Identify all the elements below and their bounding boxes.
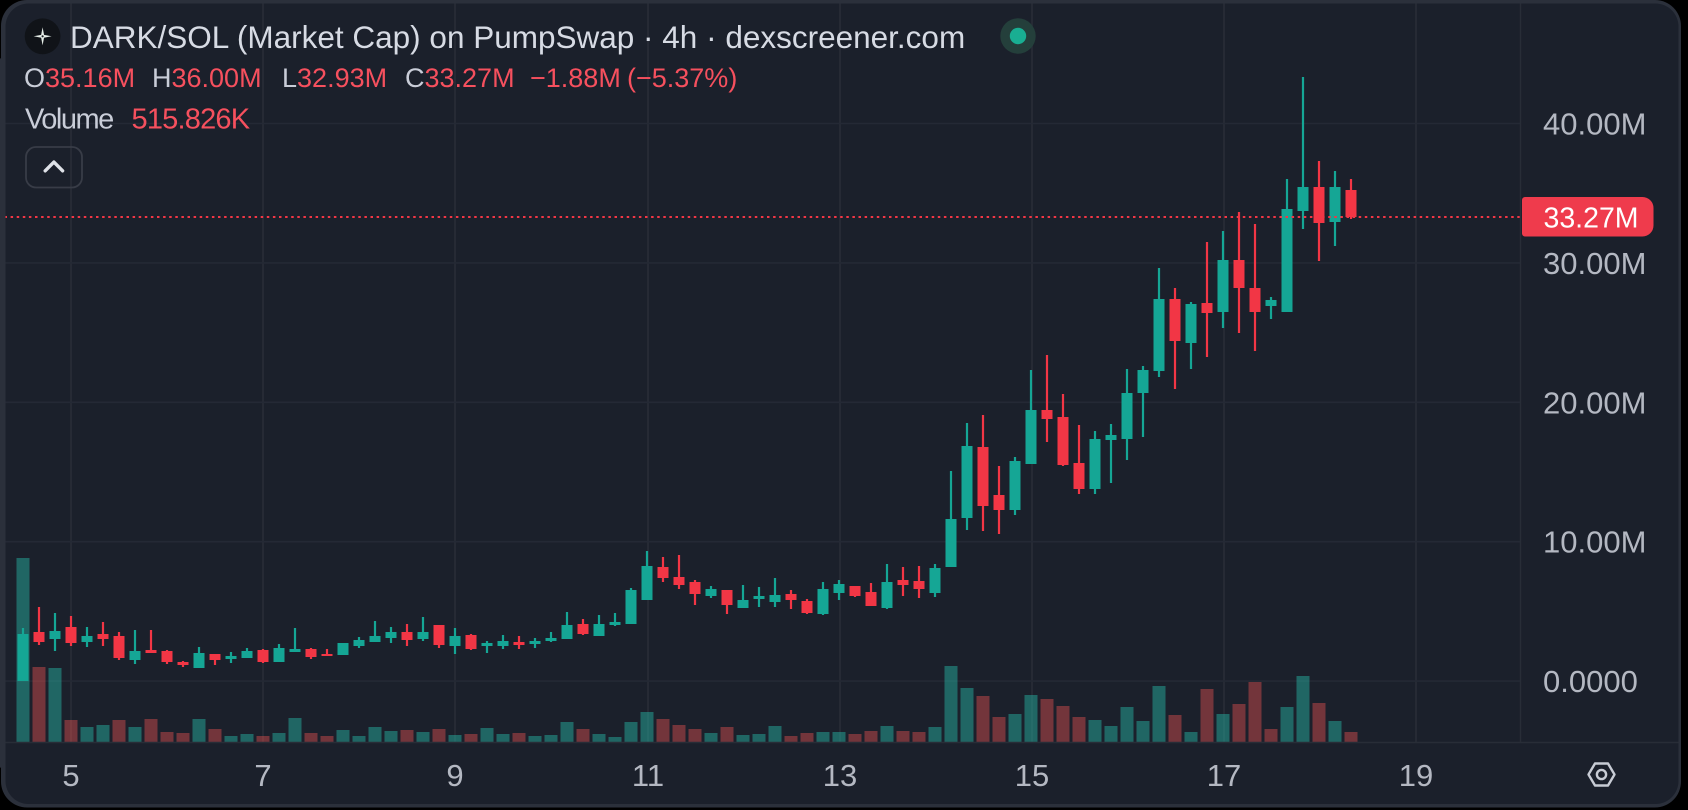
svg-text:0.0000: 0.0000	[1543, 664, 1638, 699]
svg-text:DARK/SOL (Market Cap) on PumpS: DARK/SOL (Market Cap) on PumpSwap · 4h ·…	[70, 19, 965, 55]
svg-text:33.27M: 33.27M	[1543, 203, 1638, 235]
svg-text:15: 15	[1015, 758, 1049, 793]
svg-text:H36.00M: H36.00M	[152, 63, 262, 93]
svg-text:7: 7	[254, 758, 271, 793]
svg-text:C33.27M: C33.27M	[405, 63, 515, 93]
svg-text:19: 19	[1399, 758, 1433, 793]
svg-text:20.00M: 20.00M	[1543, 385, 1646, 420]
svg-text:(−5.37%): (−5.37%)	[627, 63, 737, 93]
svg-text:L32.93M: L32.93M	[282, 63, 387, 93]
svg-text:9: 9	[446, 758, 463, 793]
svg-text:30.00M: 30.00M	[1543, 246, 1646, 281]
svg-text:11: 11	[632, 758, 664, 793]
svg-text:−1.88M: −1.88M	[530, 63, 621, 93]
svg-text:O35.16M: O35.16M	[24, 63, 135, 93]
svg-text:Volume: Volume	[25, 104, 113, 136]
svg-text:13: 13	[823, 758, 857, 793]
svg-text:40.00M: 40.00M	[1543, 107, 1646, 142]
svg-text:17: 17	[1207, 758, 1241, 793]
svg-text:515.826K: 515.826K	[132, 104, 251, 136]
svg-text:5: 5	[62, 758, 79, 793]
svg-text:10.00M: 10.00M	[1543, 525, 1646, 560]
